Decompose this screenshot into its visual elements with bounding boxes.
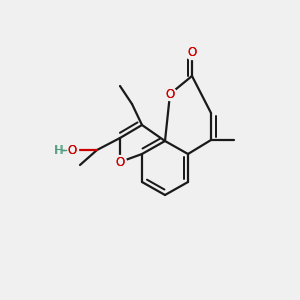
Text: O: O [68,143,76,157]
Circle shape [65,143,79,157]
Text: O: O [165,88,175,100]
Text: H: H [55,143,63,157]
Circle shape [185,46,199,59]
Text: H: H [54,143,62,157]
Text: O: O [68,143,76,157]
Text: O: O [165,88,175,100]
Circle shape [113,155,127,169]
Circle shape [164,88,176,100]
Text: O: O [116,155,124,169]
Text: O: O [188,46,196,59]
Text: O: O [116,155,124,169]
Text: O: O [188,46,196,59]
